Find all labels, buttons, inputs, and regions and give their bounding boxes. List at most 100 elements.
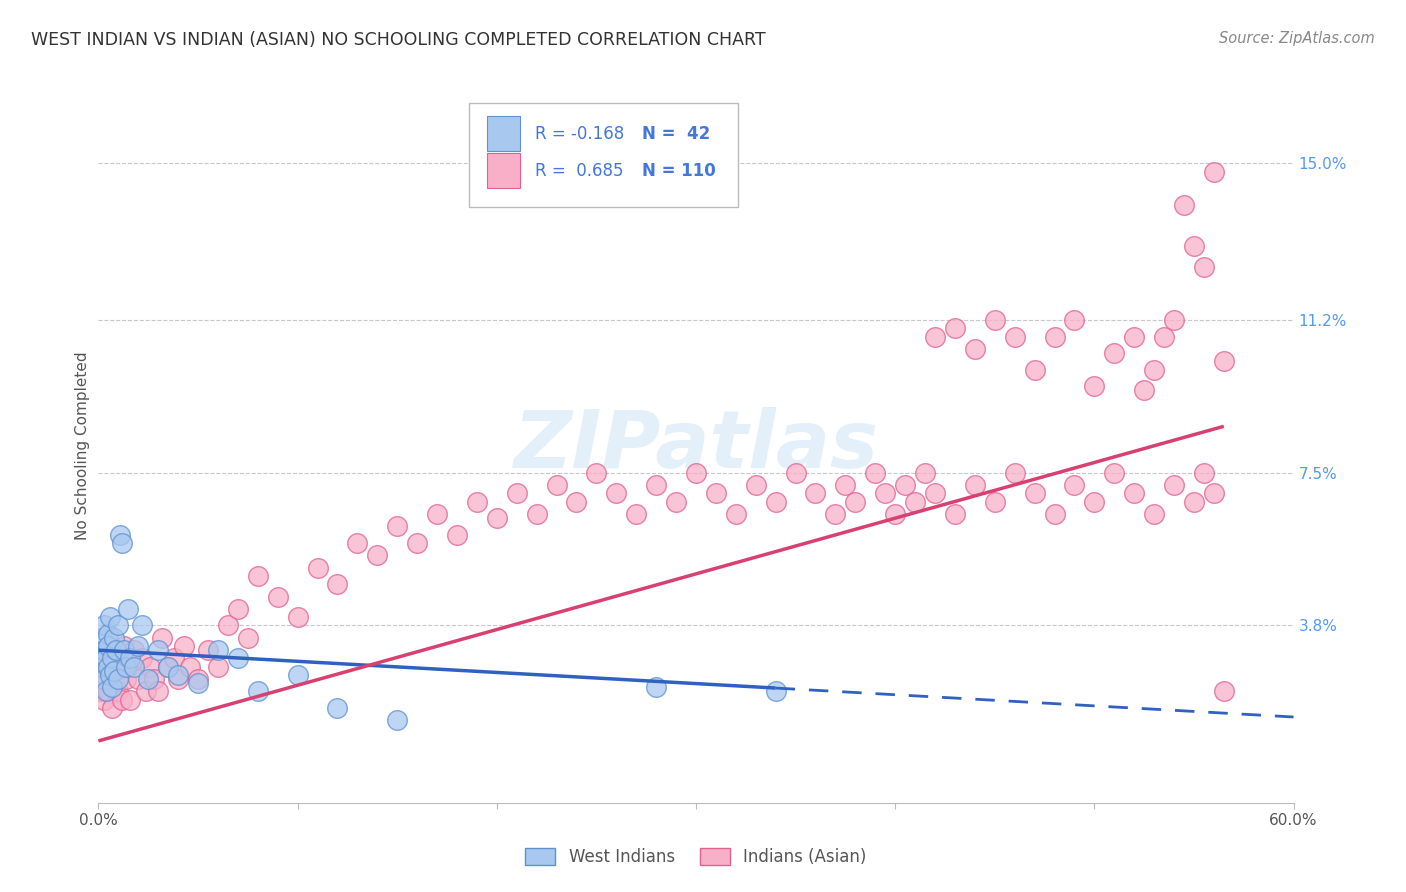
Point <box>307 560 329 574</box>
Point <box>91 631 114 645</box>
Point <box>326 701 349 715</box>
Point <box>167 672 190 686</box>
Point <box>89 684 111 698</box>
Y-axis label: No Schooling Completed: No Schooling Completed <box>75 351 90 541</box>
Point <box>167 668 190 682</box>
Point <box>246 684 269 698</box>
Point <box>465 494 488 508</box>
Point <box>745 478 768 492</box>
Point <box>645 478 668 492</box>
Point <box>984 313 1007 327</box>
Point <box>765 684 787 698</box>
Point <box>1153 329 1175 343</box>
Point <box>1192 260 1215 274</box>
Point <box>894 478 917 492</box>
Point <box>506 486 529 500</box>
Legend: West Indians, Indians (Asian): West Indians, Indians (Asian) <box>519 841 873 873</box>
Point <box>107 672 129 686</box>
Point <box>179 659 201 673</box>
Text: Source: ZipAtlas.com: Source: ZipAtlas.com <box>1219 31 1375 46</box>
Point <box>1202 486 1225 500</box>
Point <box>127 672 149 686</box>
FancyBboxPatch shape <box>486 153 520 188</box>
Point <box>426 507 449 521</box>
Point <box>287 668 309 682</box>
Point <box>1004 329 1026 343</box>
Point <box>96 651 118 665</box>
Point <box>97 659 120 673</box>
Point <box>120 692 142 706</box>
Point <box>187 672 209 686</box>
Point <box>135 684 157 698</box>
Point <box>366 549 388 563</box>
Point <box>103 631 125 645</box>
Point <box>844 494 866 508</box>
Point <box>485 511 508 525</box>
Point <box>685 466 707 480</box>
Point <box>1123 486 1146 500</box>
Point <box>1143 507 1166 521</box>
Point <box>1163 478 1185 492</box>
Point <box>217 618 239 632</box>
Point <box>143 672 166 686</box>
Point <box>112 643 135 657</box>
Point <box>136 672 159 686</box>
Point <box>107 684 129 698</box>
Point <box>724 507 747 521</box>
Point <box>1202 164 1225 178</box>
Text: WEST INDIAN VS INDIAN (ASIAN) NO SCHOOLING COMPLETED CORRELATION CHART: WEST INDIAN VS INDIAN (ASIAN) NO SCHOOLI… <box>31 31 765 49</box>
Point <box>89 648 111 662</box>
Point <box>1063 478 1085 492</box>
Point <box>1212 684 1234 698</box>
Text: R =  0.685: R = 0.685 <box>534 162 623 180</box>
Text: R = -0.168: R = -0.168 <box>534 125 624 143</box>
Point <box>924 329 946 343</box>
Point <box>148 643 170 657</box>
Point <box>207 643 229 657</box>
Point <box>101 701 124 715</box>
Point <box>93 618 115 632</box>
FancyBboxPatch shape <box>486 116 520 152</box>
Point <box>385 519 409 533</box>
Point <box>226 651 249 665</box>
Point <box>1163 313 1185 327</box>
Point <box>605 486 627 500</box>
Point <box>139 659 162 673</box>
Point <box>904 494 927 508</box>
Point <box>704 486 727 500</box>
Point <box>236 631 259 645</box>
Point <box>246 569 269 583</box>
Point <box>97 684 120 698</box>
Point <box>804 486 827 500</box>
Point <box>97 626 120 640</box>
Point <box>267 590 290 604</box>
Point <box>115 672 138 686</box>
Point <box>834 478 856 492</box>
Point <box>1004 466 1026 480</box>
Point <box>91 672 114 686</box>
Point <box>1063 313 1085 327</box>
Point <box>963 478 986 492</box>
Point <box>103 664 125 678</box>
Point <box>163 651 186 665</box>
Point <box>1133 384 1156 398</box>
Point <box>103 672 125 686</box>
Point <box>105 643 128 657</box>
Point <box>101 651 124 665</box>
Point <box>96 684 118 698</box>
Point <box>120 651 142 665</box>
Point <box>131 651 153 665</box>
Point <box>112 639 135 653</box>
Point <box>1143 362 1166 376</box>
Point <box>875 486 897 500</box>
Point <box>93 692 115 706</box>
Point <box>526 507 548 521</box>
Point <box>107 618 129 632</box>
Point <box>1173 197 1195 211</box>
Point <box>963 342 986 356</box>
Point <box>626 507 648 521</box>
Point <box>585 466 607 480</box>
Point <box>115 659 138 673</box>
Point <box>326 577 349 591</box>
Text: N =  42: N = 42 <box>643 125 710 143</box>
